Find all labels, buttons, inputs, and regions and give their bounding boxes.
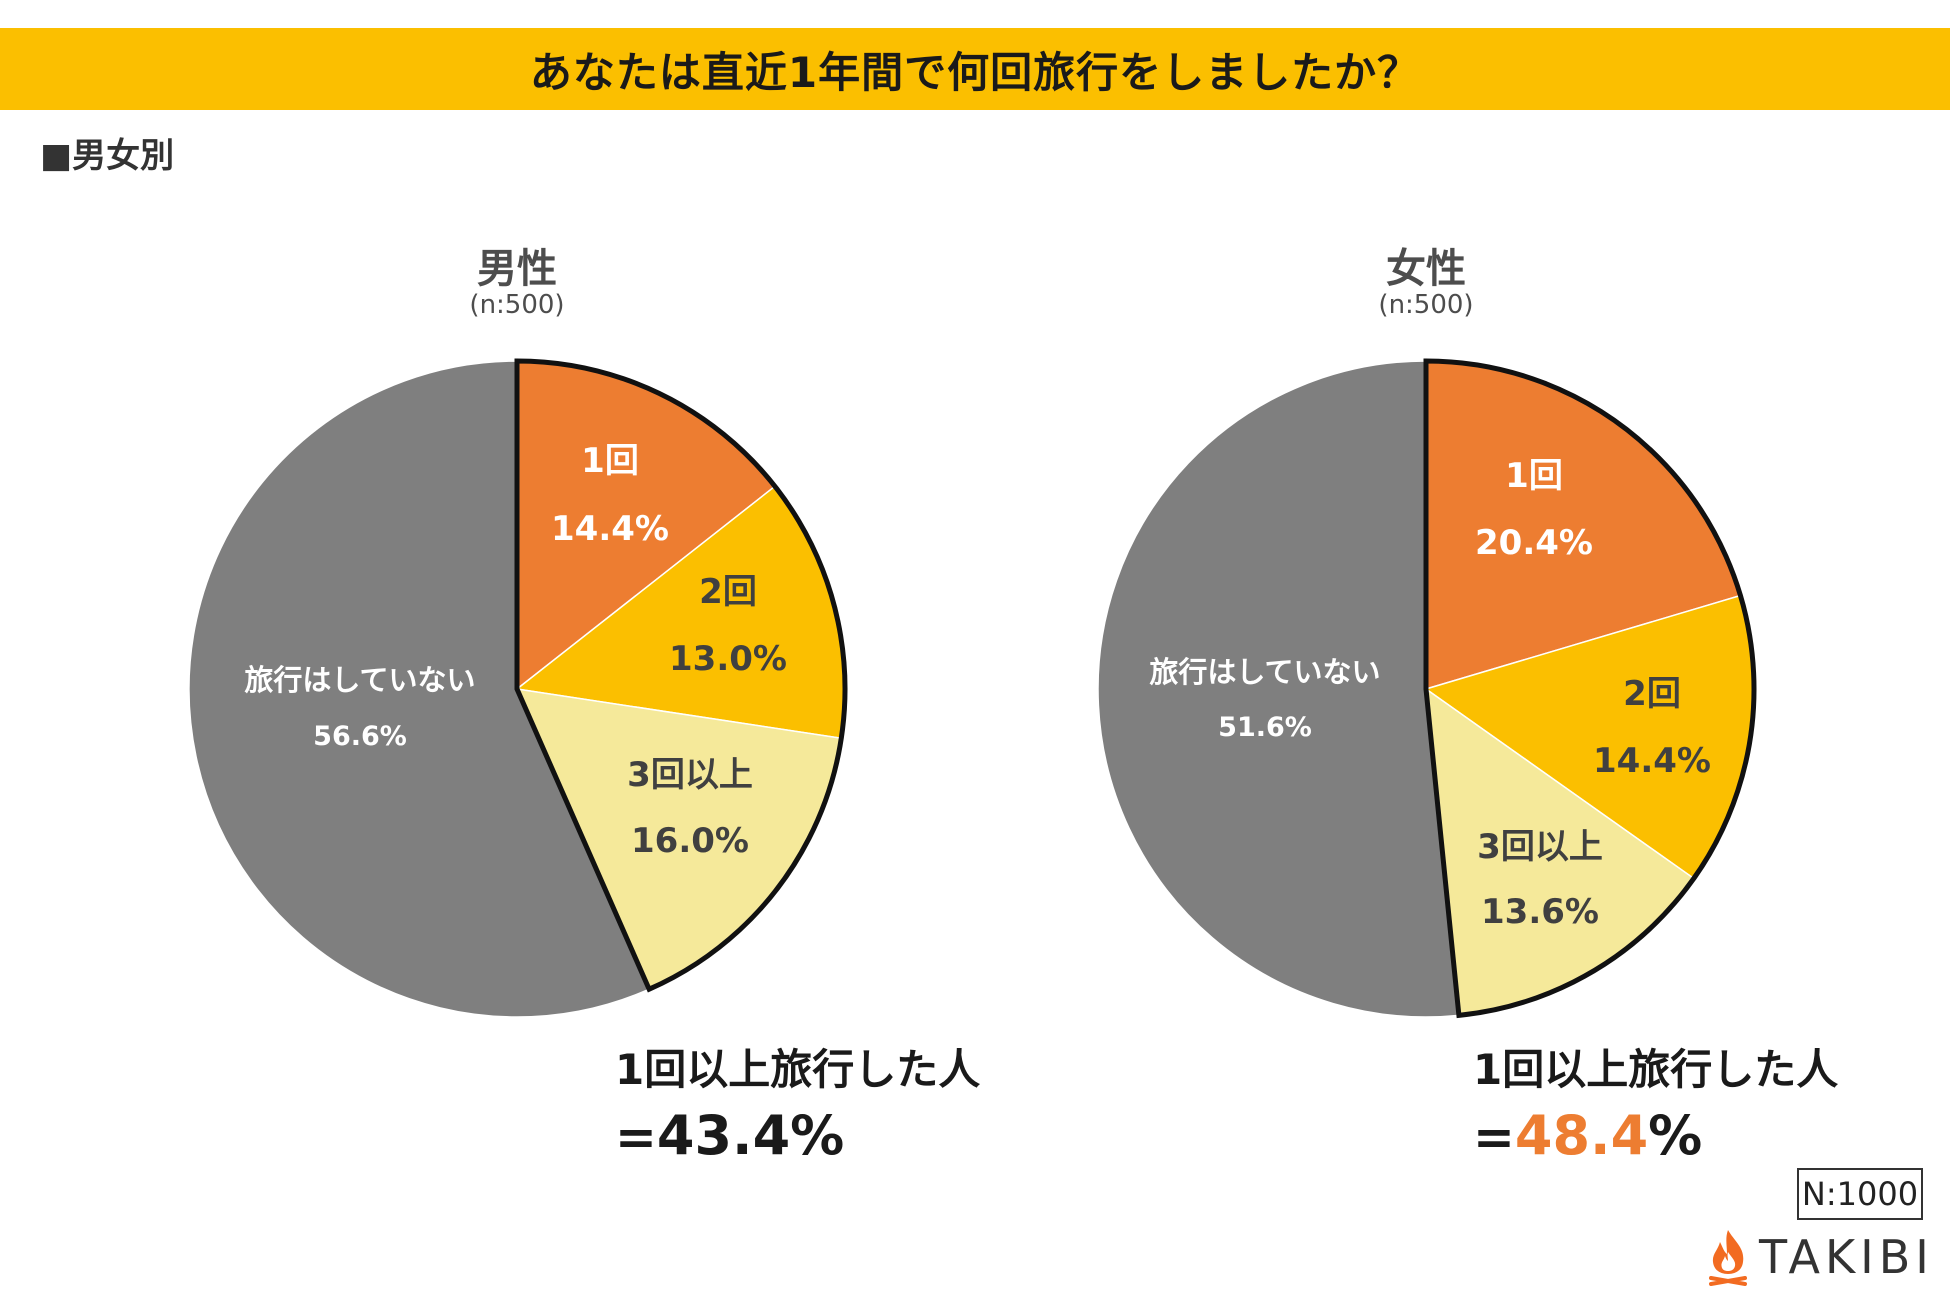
title-bar: あなたは直近1年間で何回旅行をしましたか？: [0, 28, 1950, 110]
slice-label: 2回: [699, 572, 757, 612]
flame-icon: [1709, 1230, 1747, 1286]
slice-value: 13.0%: [669, 639, 787, 679]
slice-value: 51.6%: [1218, 712, 1312, 743]
pie-title: 女性: [1386, 246, 1466, 292]
sample-size-box: N:1000: [1797, 1168, 1923, 1220]
summary-eq: =: [615, 1108, 657, 1166]
summary-number: 43.4: [656, 1104, 791, 1167]
summary-number: 48.4: [1514, 1104, 1649, 1167]
logo-text: TAKIBI: [1759, 1230, 1934, 1284]
slice-label: 3回以上: [627, 755, 753, 795]
slice-label: 1回: [581, 441, 639, 481]
slice-label: 3回以上: [1477, 827, 1603, 867]
pie-chart-male: 男性(n:500) 1回 14.4% 2回 13.0% 3回以上 16.0% 旅行はしていない…: [188, 246, 848, 1018]
slice-value: 20.4%: [1475, 523, 1593, 563]
slice-value: 56.6%: [313, 721, 407, 752]
summary-value-male: =43.4%: [615, 1104, 844, 1167]
summary-value-female: =48.4%: [1473, 1104, 1702, 1167]
slice-value: 16.0%: [631, 821, 749, 861]
pie-sample-size: (n:500): [469, 290, 564, 320]
summary-label-female: 1回以上旅行した人: [1473, 1045, 1839, 1094]
highlight-outline: [514, 358, 848, 993]
highlight-outline: [1423, 358, 1757, 1019]
pie-chart-female: 女性(n:500) 1回 20.4% 2回 14.4% 3回以上 13.6% 旅行はしていない…: [1097, 246, 1757, 1019]
slice-value: 14.4%: [1593, 741, 1711, 781]
takibi-logo: TAKIBI: [1705, 1228, 1934, 1286]
summary-percent: %: [1648, 1104, 1703, 1167]
slice-label: 1回: [1505, 456, 1563, 496]
pie-slice-4: [188, 360, 651, 1018]
slice-value: 13.6%: [1481, 892, 1599, 932]
pie-sample-size: (n:500): [1378, 290, 1473, 320]
slice-label: 旅行はしていない: [244, 663, 475, 697]
summary-eq: =: [1473, 1108, 1515, 1166]
section-label: ■男女別: [40, 136, 175, 176]
summary-label-male: 1回以上旅行した人: [615, 1045, 981, 1094]
slice-value: 14.4%: [551, 509, 669, 549]
slice-label: 2回: [1623, 674, 1681, 714]
pie-title: 男性: [477, 246, 557, 292]
pie-slice-4: [1097, 360, 1460, 1018]
slice-label: 旅行はしていない: [1149, 655, 1380, 689]
summary-percent: %: [790, 1104, 845, 1167]
chart-main-title: あなたは直近1年間で何回旅行をしましたか？: [529, 47, 1421, 97]
